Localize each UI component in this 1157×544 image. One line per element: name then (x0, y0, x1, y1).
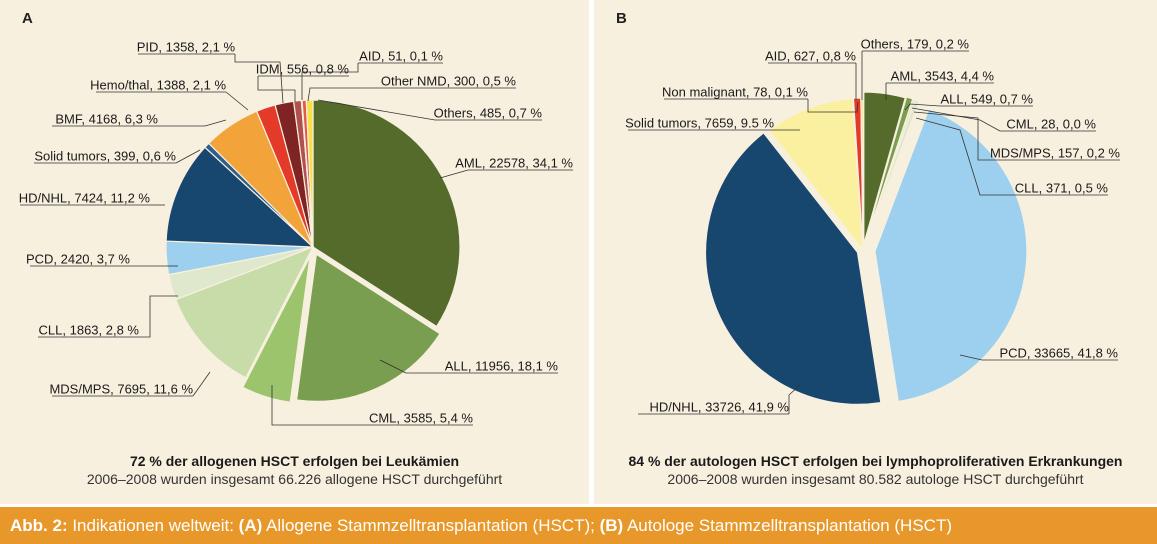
slice-label-aid: AID, 51, 0,1 % (359, 49, 443, 64)
leader-line-mds-mps (913, 111, 988, 161)
leader-line-idm (257, 76, 296, 102)
slice-label-aml: AML, 3543, 4,4 % (891, 69, 995, 84)
slice-label-hd-nhl: HD/NHL, 33726, 41,9 % (650, 400, 790, 415)
pie-labels: AML, 3543, 4,4 % ALL, 549, 0,7 % CML, 28, … (625, 37, 1120, 415)
pie-slices (165, 99, 461, 403)
slice-label-mds-mps: MDS/MPS, 7695, 11,6 % (49, 382, 193, 397)
panel-allogeneic: A AML, 22578, 34,1 % ALL, 11956, 18,1 % CM… (0, 0, 589, 504)
pie-slices (704, 91, 1028, 405)
leader-line-others (317, 99, 436, 121)
pie-slice-all (295, 253, 441, 402)
slice-label-idm: IDM, 556, 0,8 % (256, 62, 350, 77)
leader-line-hemo-thal (225, 91, 249, 111)
slice-label-non-malignant: Non malignant, 78, 0,1 % (662, 85, 808, 100)
slice-label-hemo-thal: Hemo/thal, 1388, 2,1 % (90, 78, 226, 93)
leader-line-pid (234, 54, 284, 104)
leader-line-cml (911, 107, 1001, 132)
pie-slice-pcd (874, 108, 1028, 403)
leader-line-other-nmd (307, 87, 385, 102)
leader-line-all (904, 103, 941, 111)
figure-number: Abb. 2: (10, 516, 68, 535)
pie-slice-others (305, 99, 314, 248)
pie-slice-solid-tumors (768, 97, 864, 252)
slice-label-mds-mps: MDS/MPS, 157, 0,2 % (990, 146, 1120, 161)
slice-label-aml: AML, 22578, 34,1 % (455, 156, 573, 171)
slice-label-all: ALL, 11956, 18,1 % (445, 359, 559, 374)
leader-line-mds-mps (192, 371, 211, 397)
leader-line-pcd (959, 354, 983, 361)
slice-label-cml: CML, 3585, 5,4 % (369, 411, 473, 426)
slice-label-others: Others, 179, 0,2 % (861, 37, 970, 52)
chart-caption: 2006–2008 wurden insgesamt 66.226 alloge… (86, 471, 503, 487)
leader-line-aid (301, 63, 359, 100)
leader-line-all (379, 359, 407, 374)
leader-line-non-malignant (807, 99, 859, 113)
slice-label-other-nmd: Other NMD, 300, 0,5 % (381, 74, 517, 89)
figure-caption-bar: Abb. 2: Indikationen weltweit: (A) Allog… (0, 507, 1157, 544)
panel-label: B (616, 10, 627, 27)
pie-slice-cll (864, 99, 921, 244)
chart-caption-bold: 84 % der autologen HSCT erfolgen bei lym… (628, 453, 1123, 469)
leader-line-cml (271, 385, 336, 426)
slice-label-solid-tumors: Solid tumors, 399, 0,6 % (34, 149, 176, 164)
slice-label-solid-tumors: Solid tumors, 7659, 9.5 % (625, 116, 774, 131)
figure-caption-letter-a: (A) (238, 516, 263, 535)
figure-caption-text-a: Allogene Stammzelltransplantation (HSCT)… (262, 516, 600, 535)
pie-slice-aml (312, 99, 461, 328)
slice-label-bmf: BMF, 4168, 6,3 % (55, 112, 158, 127)
slice-label-aid: AID, 627, 0,8 % (765, 49, 856, 64)
pie-chart-allogeneic: AML, 22578, 34,1 % ALL, 11956, 18,1 % CML,… (19, 40, 574, 426)
figure-caption-letter-b: (B) (599, 516, 624, 535)
leader-line-cll (915, 117, 1012, 196)
leader-line-aml (439, 169, 469, 179)
pie-slice-aml (863, 91, 907, 245)
leader-line-bmf (158, 119, 227, 127)
slice-label-hd-nhl: HD/NHL, 7424, 11,2 % (19, 191, 151, 206)
slice-label-pcd: PCD, 33665, 41,8 % (999, 346, 1118, 361)
slice-label-cll: CLL, 1863, 2,8 % (39, 323, 140, 338)
pie-slice-hd-nhl (704, 132, 882, 405)
figure-caption-text-b: Autologe Stammzelltransplantation (HSCT) (623, 516, 952, 535)
chart-caption: 2006–2008 wurden insgesamt 80.582 autolo… (667, 471, 1084, 487)
slice-label-all: ALL, 549, 0,7 % (940, 92, 1033, 107)
leader-line-hd-nhl (788, 384, 801, 414)
figure-caption-text: Indikationen weltweit: (67, 516, 239, 535)
leader-line-cll (139, 295, 178, 338)
pie-slice-mds-mps (174, 245, 315, 379)
slice-label-cll: CLL, 371, 0,5 % (1015, 181, 1109, 196)
pie-chart-autologous: AML, 3543, 4,4 % ALL, 549, 0,7 % CML, 28, … (625, 37, 1120, 415)
pie-slice-hd-nhl (165, 146, 315, 248)
pie-labels: AML, 22578, 34,1 % ALL, 11956, 18,1 % CML,… (19, 40, 574, 426)
panel-autologous: B AML, 3543, 4,4 % ALL, 549, 0,7 % CML, 28… (594, 0, 1157, 504)
slice-label-pcd: PCD, 2420, 3,7 % (26, 252, 130, 267)
slice-label-others: Others, 485, 0,7 % (434, 106, 543, 121)
panel-label: A (22, 10, 33, 27)
pie-slice-cml (241, 256, 311, 403)
slice-label-cml: CML, 28, 0,0 % (1006, 117, 1096, 132)
chart-caption-bold: 72 % der allogenen HSCT erfolgen bei Leu… (129, 453, 460, 469)
leader-line-solid-tumors (175, 149, 201, 164)
slice-label-pid: PID, 1358, 2,1 % (137, 40, 236, 55)
